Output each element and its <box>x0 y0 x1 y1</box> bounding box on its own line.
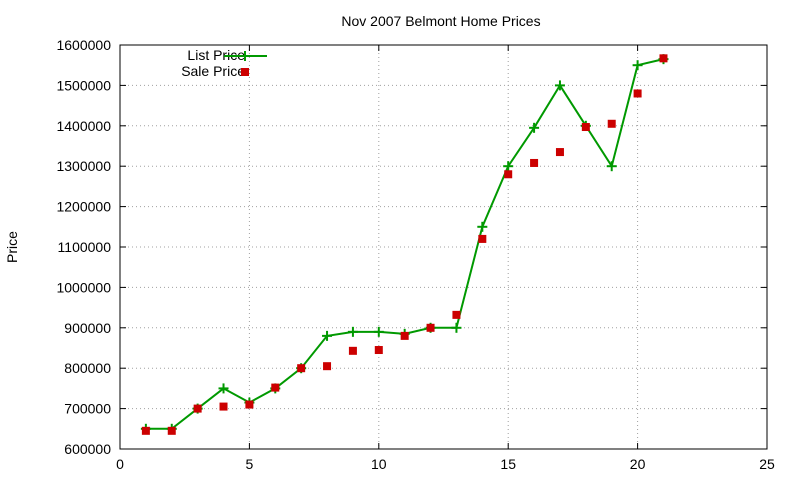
y-tick-label: 1500000 <box>56 77 111 93</box>
sale-price-point <box>219 402 228 411</box>
list-price-line <box>145 58 664 430</box>
series-area <box>140 54 669 435</box>
x-tick-label: 0 <box>116 456 124 472</box>
list-price-point <box>347 326 358 337</box>
sale-price-point <box>607 119 616 128</box>
list-price-point <box>503 161 514 172</box>
legend-marker-sale-price <box>241 68 249 76</box>
list-price-point <box>218 383 229 394</box>
y-tick-label: 800000 <box>64 360 111 376</box>
sale-price-point <box>167 426 176 435</box>
sale-price-point <box>530 158 539 167</box>
y-tick-label: 600000 <box>64 441 111 457</box>
sale-price-point <box>478 234 487 243</box>
y-tick-label: 1400000 <box>56 118 111 134</box>
sale-price-point <box>297 364 306 373</box>
list-price-point <box>554 80 565 91</box>
sale-price-point <box>323 362 332 371</box>
sale-price-point <box>452 310 461 319</box>
y-tick-label: 900000 <box>64 320 111 336</box>
list-price-point <box>373 326 384 337</box>
list-price-point <box>632 60 643 71</box>
y-tick-label: 1200000 <box>56 199 111 215</box>
sale-price-point <box>426 323 435 332</box>
x-tick-label: 10 <box>371 456 387 472</box>
y-tick-label: 700000 <box>64 401 111 417</box>
sale-price-point <box>581 123 590 132</box>
plot-frame <box>119 44 768 450</box>
sale-price-point <box>633 89 642 98</box>
list-price-point <box>451 322 462 333</box>
y-tick-label: 1600000 <box>56 37 111 53</box>
sale-price-point <box>374 346 383 355</box>
legend-label-list-price: List Price <box>187 47 245 63</box>
sale-price-point <box>141 426 150 435</box>
y-tick-label: 1000000 <box>56 279 111 295</box>
axes: 0 5 10 15 20 25 600000 700000 800000 900000 100000… <box>56 37 775 472</box>
x-tick-label: 25 <box>759 456 775 472</box>
y-tick-label: 1300000 <box>56 158 111 174</box>
sale-price-point <box>193 404 202 413</box>
list-price-point <box>606 161 617 172</box>
y-axis-label: Price <box>4 231 20 263</box>
sale-price-point <box>659 54 668 63</box>
y-tick-label: 1100000 <box>58 239 112 255</box>
grid <box>120 45 767 449</box>
list-price-point <box>322 330 333 341</box>
sale-price-point <box>504 170 513 179</box>
chart-title: Nov 2007 Belmont Home Prices <box>341 13 540 29</box>
sale-price-point <box>555 148 564 157</box>
legend-label-sale-price: Sale Price <box>181 63 245 79</box>
list-price-point <box>529 122 540 133</box>
list-price-point <box>477 221 488 232</box>
x-tick-label: 5 <box>246 456 254 472</box>
sale-price-point <box>348 346 357 355</box>
x-tick-label: 15 <box>500 456 516 472</box>
legend-marker-list-price <box>240 51 250 61</box>
sale-price-point <box>271 383 280 392</box>
x-tick-label: 20 <box>630 456 646 472</box>
sale-price-point <box>245 400 254 409</box>
sale-price-point <box>400 331 409 340</box>
